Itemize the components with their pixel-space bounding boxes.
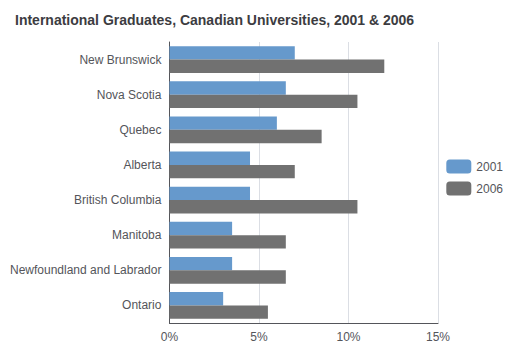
- svg-text:5%: 5%: [250, 330, 268, 344]
- svg-text:Alberta: Alberta: [123, 158, 161, 172]
- svg-text:Manitoba: Manitoba: [112, 228, 162, 242]
- svg-text:Newfoundland and Labrador: Newfoundland and Labrador: [10, 263, 161, 277]
- svg-text:Nova Scotia: Nova Scotia: [97, 88, 162, 102]
- svg-text:New Brunswick: New Brunswick: [79, 53, 162, 67]
- svg-text:2006: 2006: [476, 182, 503, 196]
- svg-text:15%: 15%: [426, 330, 450, 344]
- svg-text:British Columbia: British Columbia: [74, 193, 162, 207]
- svg-text:10%: 10%: [336, 330, 360, 344]
- svg-text:2001: 2001: [476, 160, 503, 174]
- svg-text:0%: 0%: [161, 330, 179, 344]
- svg-text:International Graduates, Canad: International Graduates, Canadian Univer…: [15, 12, 414, 28]
- svg-text:Ontario: Ontario: [122, 298, 162, 312]
- svg-text:Quebec: Quebec: [119, 123, 161, 137]
